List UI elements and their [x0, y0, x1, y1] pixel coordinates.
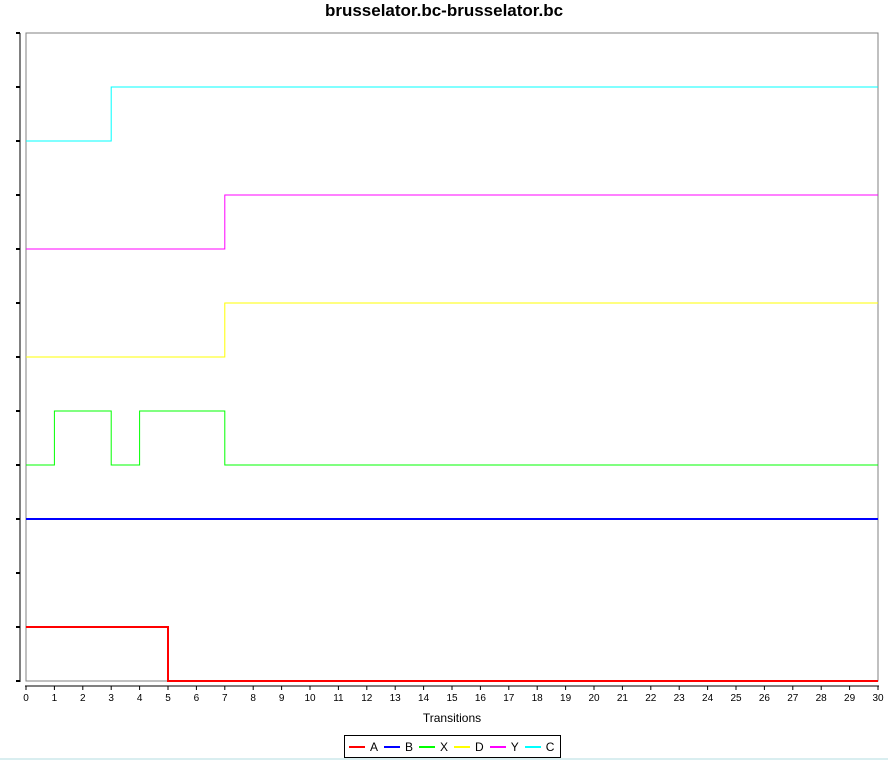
legend-label: A	[370, 739, 379, 754]
series-line-a	[26, 626, 878, 682]
x-tick-label: 6	[194, 693, 200, 704]
legend-label: C	[545, 739, 555, 754]
legend-swatch	[454, 745, 471, 748]
legend-item-b: B	[384, 740, 413, 754]
x-tick-label: 16	[475, 693, 487, 704]
x-tick-label: 27	[787, 693, 799, 704]
legend-item-y: Y	[489, 739, 519, 754]
x-tick-label: 7	[222, 693, 228, 704]
x-tick-label: 11	[333, 693, 344, 704]
series-line-y	[26, 194, 878, 250]
x-tick-label: 4	[137, 693, 143, 704]
chart-title: brusselator.bc-brusselator.bc	[324, 1, 564, 20]
legend-label: D	[475, 739, 484, 754]
x-tick-label: 22	[645, 693, 657, 704]
x-tick-label: 3	[108, 693, 114, 704]
x-tick-label: 21	[617, 693, 629, 704]
x-tick-label: 30	[872, 693, 884, 704]
x-tick-label: 18	[532, 693, 544, 704]
x-tick-label: 1	[52, 693, 58, 704]
axis-layer: 0 1 2 3 4 5 6 7 8 9 10 11 12 13 14 15 16 17 18 19 20 21 22 23 24…	[16, 32, 884, 704]
bottom-border	[0, 758, 888, 760]
x-tick-label: 2	[80, 693, 86, 704]
x-tick-label: 24	[702, 693, 714, 704]
x-tick-label: 25	[730, 693, 742, 704]
legend-swatch	[419, 745, 436, 748]
x-tick-label: 15	[446, 693, 458, 704]
legend-swatch	[524, 745, 541, 748]
legend-item-a: A	[349, 740, 378, 754]
x-tick-label: 13	[390, 693, 402, 704]
x-tick-label: 10	[304, 693, 316, 704]
x-tick-label: 5	[165, 693, 171, 704]
series-layer	[26, 86, 878, 682]
legend-item-d: D	[454, 740, 484, 754]
x-tick-label: 0	[23, 693, 29, 704]
x-tick-label: 14	[418, 693, 430, 704]
x-tick-label: 12	[361, 693, 373, 704]
x-tick-label: 23	[674, 693, 686, 704]
x-axis-label: Transitions	[423, 711, 481, 725]
x-tick-label: 8	[250, 693, 256, 704]
legend-item-c: C	[524, 739, 555, 754]
legend-swatch	[384, 745, 401, 748]
series-line-d	[26, 302, 878, 358]
x-tick-label: 29	[844, 693, 856, 704]
legend-label: B	[405, 739, 414, 754]
series-line-x	[26, 410, 878, 466]
x-tick-label: 20	[588, 693, 600, 704]
x-tick-label: 28	[816, 693, 828, 704]
legend-label: X	[440, 739, 449, 754]
x-tick-label: 17	[503, 693, 515, 704]
series-line-c	[26, 86, 878, 142]
legend-item-x: X	[419, 740, 448, 754]
x-tick-label: 26	[759, 693, 771, 704]
x-tick-label: 19	[560, 693, 572, 704]
legend-label: Y	[510, 739, 519, 754]
legend-swatch	[349, 745, 365, 748]
x-tick-label: 9	[279, 693, 285, 704]
legend-swatch	[489, 745, 506, 748]
